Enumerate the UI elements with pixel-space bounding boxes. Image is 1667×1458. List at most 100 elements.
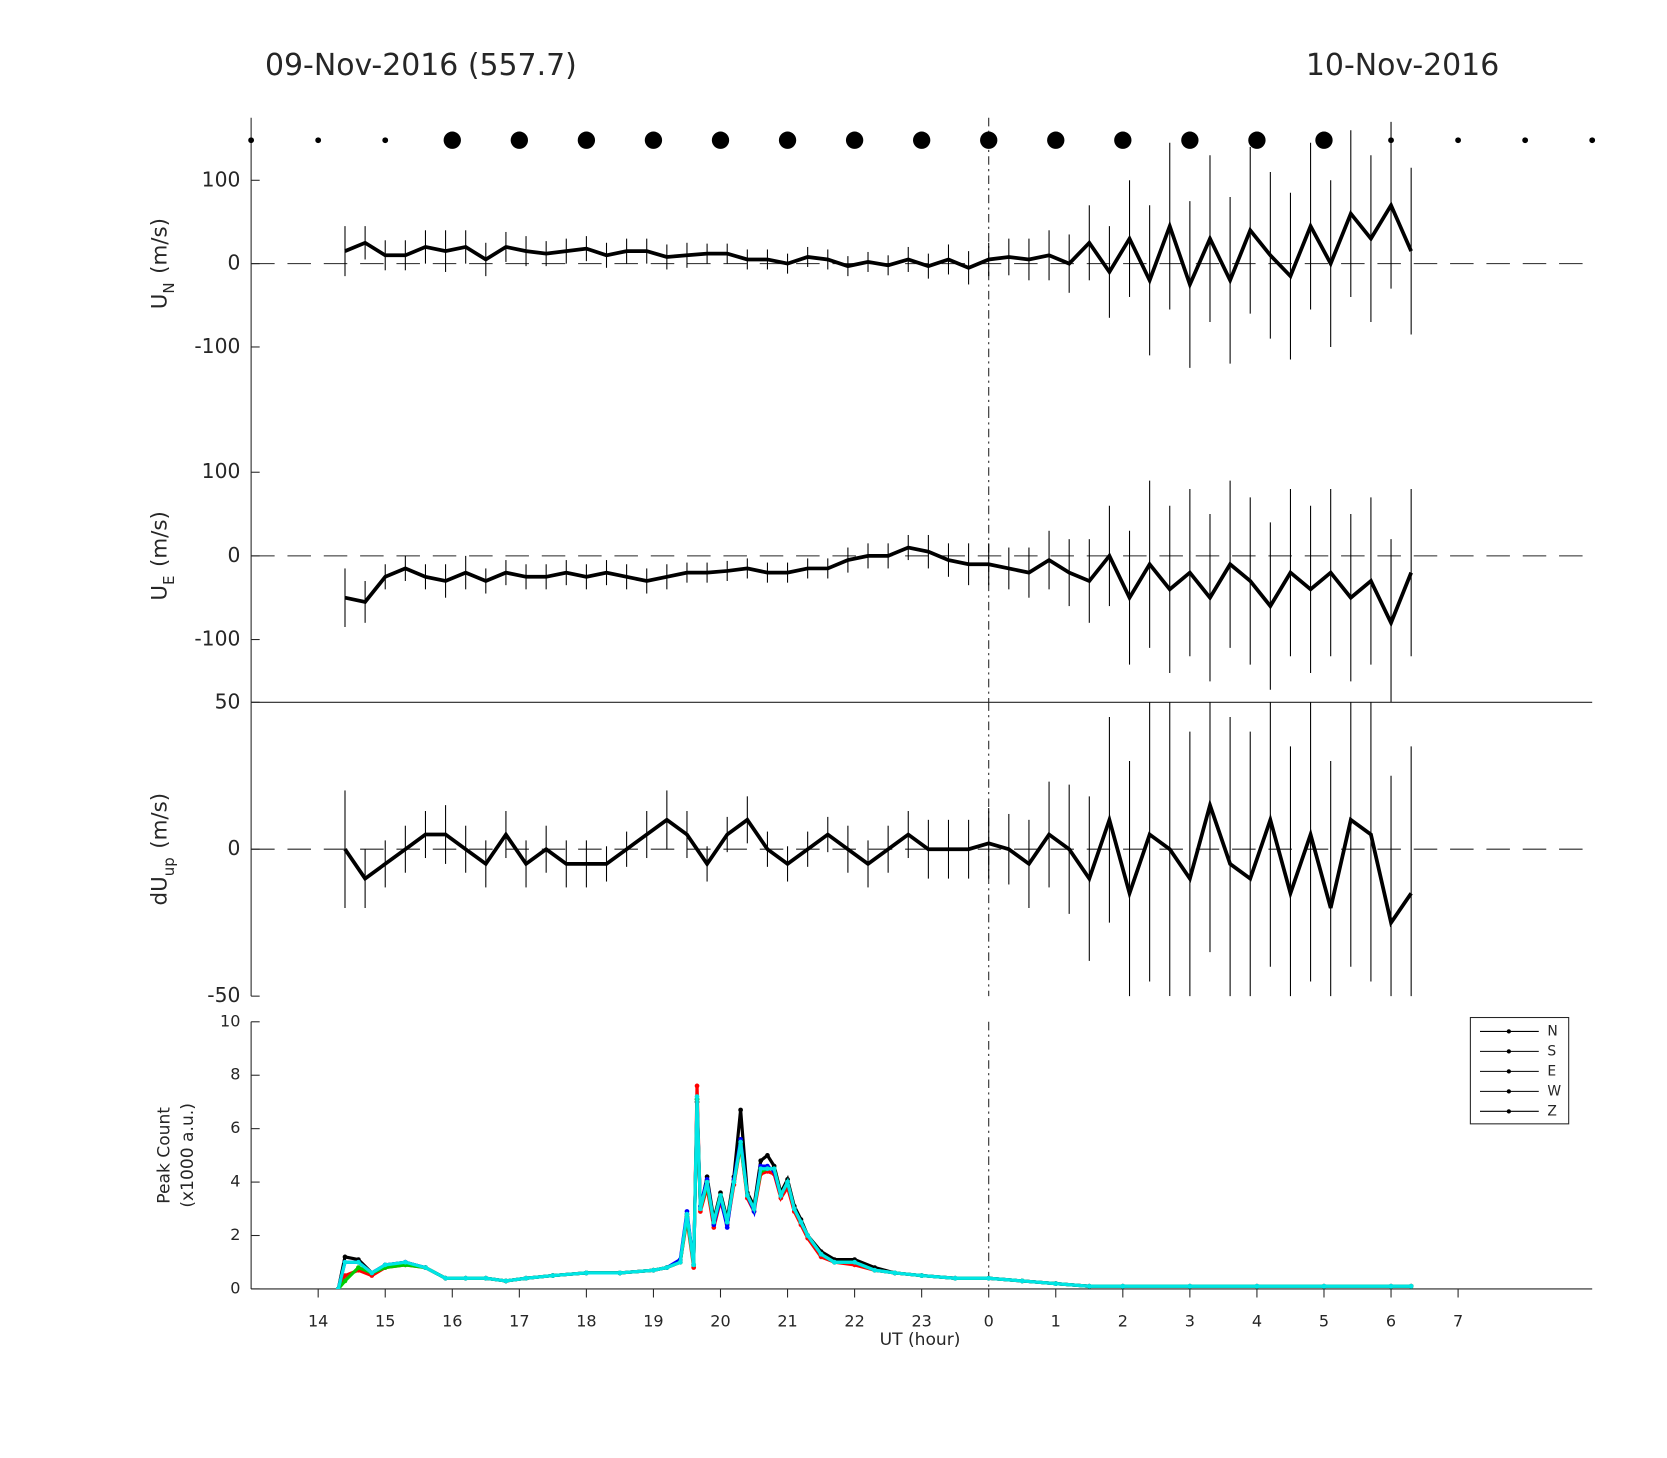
point [342, 1254, 348, 1260]
x-tick-label: 5 [1319, 1312, 1329, 1331]
x-tick-label: 6 [1386, 1312, 1396, 1331]
top-marker [315, 137, 322, 144]
series-line [336, 1085, 1412, 1289]
point [1408, 1283, 1414, 1289]
y-tick-label: 0 [230, 1278, 240, 1297]
point [335, 1286, 341, 1289]
y-label-unit: (m/s) [147, 511, 172, 567]
top-marker [644, 131, 663, 149]
top-marker [1522, 137, 1529, 144]
top-marker [1114, 131, 1132, 149]
series-line [336, 1096, 1412, 1289]
x-axis-label: UT (hour) [880, 1330, 961, 1350]
top-marker [1455, 137, 1461, 144]
series-line [336, 1101, 1412, 1289]
y-tick-label: -100 [194, 627, 240, 651]
legend-label: Z [1547, 1103, 1557, 1119]
plot-area [344, 480, 1413, 703]
x-tick-label: 1 [1051, 1312, 1061, 1331]
point [738, 1139, 743, 1145]
point [483, 1275, 489, 1281]
title: 09-Nov-2016 (557.7) [265, 48, 577, 83]
point [778, 1193, 784, 1198]
x-tick-label: 2 [1118, 1312, 1128, 1331]
point [342, 1273, 348, 1278]
point [791, 1206, 797, 1212]
point [342, 1278, 348, 1284]
point [765, 1166, 770, 1172]
series-line [343, 798, 1413, 928]
point [684, 1211, 690, 1217]
top-marker [1315, 131, 1333, 149]
point [986, 1275, 992, 1281]
point [724, 1225, 730, 1230]
y-tick-label: 100 [202, 167, 241, 191]
point [694, 1083, 700, 1089]
point [798, 1219, 804, 1225]
x-tick-label: 14 [308, 1312, 328, 1331]
point [1187, 1283, 1193, 1289]
x-tick-label: 17 [509, 1312, 529, 1331]
top-marker [510, 131, 528, 149]
point [382, 1262, 388, 1268]
point [503, 1278, 509, 1284]
point [731, 1179, 737, 1185]
point [677, 1259, 683, 1265]
point [758, 1158, 764, 1164]
x-tick-label: 4 [1252, 1312, 1262, 1331]
point [443, 1275, 448, 1281]
point [698, 1206, 703, 1212]
y-tick-label: 2 [230, 1225, 240, 1244]
y-tick-label: 0 [228, 836, 241, 860]
point [523, 1275, 529, 1281]
y-tick-label: 50 [215, 689, 241, 713]
point [952, 1275, 958, 1281]
point [832, 1259, 837, 1265]
point [738, 1107, 743, 1113]
y-tick-label: 100 [202, 459, 241, 483]
legend-label: E [1547, 1063, 1556, 1079]
x-tick-label: 19 [643, 1312, 663, 1331]
point [758, 1166, 764, 1172]
top-marker [913, 131, 931, 149]
x-tick-label: 16 [442, 1312, 462, 1331]
point [818, 1251, 824, 1257]
point [691, 1262, 697, 1268]
point [785, 1179, 790, 1185]
point [369, 1270, 375, 1276]
point [751, 1206, 757, 1212]
x-tick-label: 15 [375, 1312, 395, 1331]
point [919, 1273, 925, 1278]
y-label-unit: (m/s) [147, 793, 172, 849]
x-tick-label: 3 [1185, 1312, 1195, 1331]
top-marker [778, 131, 797, 149]
plot-area [335, 1083, 1414, 1289]
point [724, 1219, 730, 1225]
point [584, 1270, 589, 1276]
y-axis-label: (x1000 a.u.) [178, 1103, 198, 1207]
y-tick-label: -100 [194, 334, 240, 358]
point [423, 1265, 428, 1270]
legend-box [1469, 1016, 1570, 1125]
legend-dot [1506, 1109, 1511, 1114]
point [1254, 1283, 1260, 1289]
top-marker [1047, 131, 1065, 149]
y-label-base: U [147, 585, 172, 601]
point [550, 1273, 556, 1278]
point [342, 1259, 348, 1265]
top-marker [248, 137, 255, 144]
point [664, 1265, 670, 1270]
point [1120, 1283, 1126, 1289]
y-tick-label: 8 [230, 1065, 240, 1084]
y-tick-label: 0 [228, 251, 241, 275]
point [1388, 1283, 1394, 1289]
x-tick-label: 18 [576, 1312, 596, 1331]
x-tick-label: 21 [777, 1312, 797, 1331]
point [356, 1259, 361, 1265]
top-marker [1248, 131, 1266, 149]
point [617, 1270, 623, 1276]
legend-label: W [1547, 1083, 1561, 1099]
top-marker [1181, 131, 1199, 149]
top-marker [382, 137, 389, 144]
